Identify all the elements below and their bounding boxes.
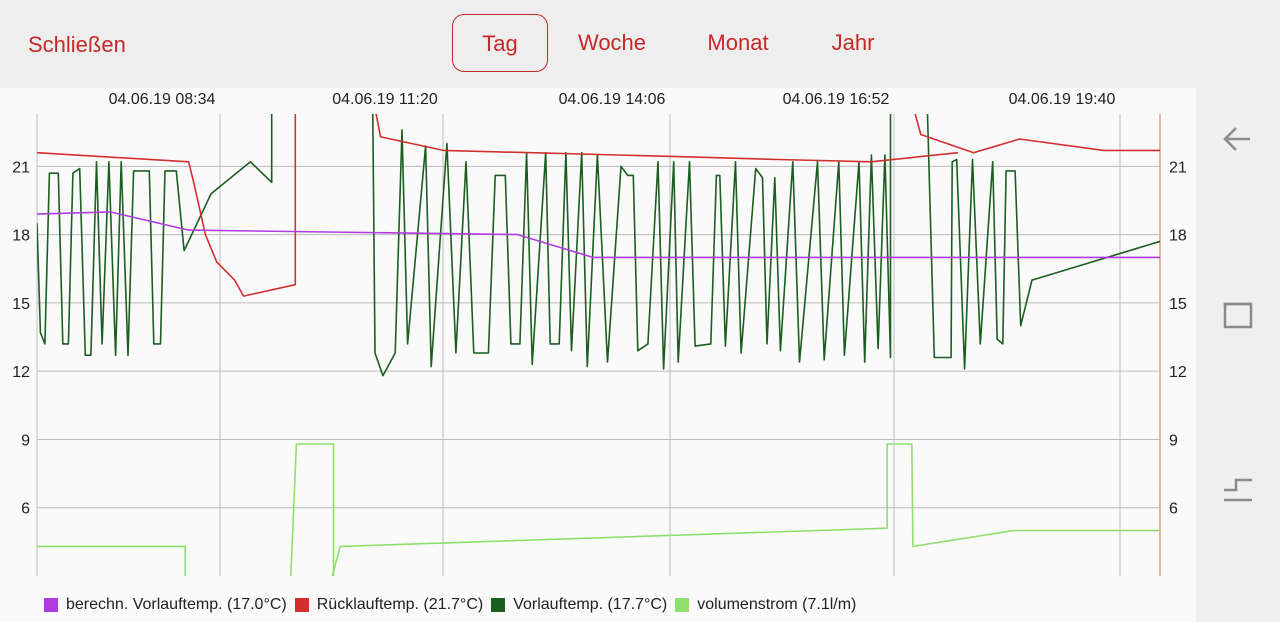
chart-legend: berechn. Vorlauftemp. (17.0°C) Rücklauft… <box>44 594 864 616</box>
series-vorlauf-line <box>926 114 1160 370</box>
y-tick-label-left: 6 <box>21 501 30 518</box>
legend-swatch-vorlauf <box>491 598 506 612</box>
recent-apps-icon <box>1223 302 1253 329</box>
legend-item-vorlauf: Vorlauftemp. (17.7°C) <box>491 596 667 614</box>
system-nav-bar <box>1196 0 1280 622</box>
y-tick-label-right: 18 <box>1169 228 1187 245</box>
legend-label-volumen: volumenstrom (7.1l/m) <box>697 596 857 613</box>
legend-item-ruecklauf: Rücklauftemp. (21.7°C) <box>294 596 484 614</box>
series-vorlauf-line <box>372 114 892 377</box>
series-ruecklauf-line <box>37 114 297 297</box>
back-icon <box>1223 127 1250 151</box>
legend-label-vorlauf: Vorlauftemp. (17.7°C) <box>513 596 668 613</box>
y-tick-label-right: 6 <box>1169 501 1178 518</box>
y-tick-label-right: 21 <box>1169 159 1187 176</box>
legend-label-calc: berechn. Vorlauftemp. (17.0°C) <box>66 596 287 613</box>
y-tick-label-left: 21 <box>12 159 30 176</box>
x-tick-label: 04.06.19 08:34 <box>109 91 216 108</box>
legend-swatch-calc <box>44 598 58 612</box>
legend-item-volumen: volumenstrom (7.1l/m) <box>675 596 856 614</box>
series-volumen-line <box>37 545 186 576</box>
y-tick-label-right: 12 <box>1169 364 1187 381</box>
close-button[interactable]: Schließen <box>28 32 126 57</box>
y-tick-label-left: 9 <box>21 432 30 449</box>
tab-month[interactable]: Monat <box>707 30 769 55</box>
series-calc-line <box>37 211 1160 259</box>
series-vorlauf-line <box>37 114 273 356</box>
temperature-chart[interactable]: 6 6 9 9 12 12 15 15 18 18 21 21 04.06.19 08:34 04.06.… <box>0 88 1196 593</box>
series-volumen-line <box>331 443 1160 576</box>
y-tick-label-right: 15 <box>1169 296 1187 313</box>
legend-label-ruecklauf: Rücklauftemp. (21.7°C) <box>316 596 484 613</box>
tab-week[interactable]: Woche <box>577 30 647 55</box>
tab-day[interactable]: Tag <box>452 14 548 72</box>
series-ruecklauf-line <box>375 114 958 163</box>
y-tick-label-left: 18 <box>12 228 30 245</box>
series-ruecklauf-line <box>914 114 1160 154</box>
tab-year[interactable]: Jahr <box>831 30 875 55</box>
x-tick-label: 04.06.19 16:52 <box>783 91 890 108</box>
legend-item-calc: berechn. Vorlauftemp. (17.0°C) <box>44 596 287 614</box>
legend-swatch-ruecklauf <box>294 598 309 612</box>
top-bar: Schließen Tag Woche Monat Jahr <box>0 0 1196 88</box>
x-tick-label: 04.06.19 19:40 <box>1009 91 1116 108</box>
series-volumen-line <box>290 443 335 576</box>
x-tick-label: 04.06.19 14:06 <box>559 91 666 108</box>
y-tick-label-left: 12 <box>12 364 30 381</box>
legend-swatch-volumen <box>675 598 690 612</box>
home-button[interactable] <box>1216 468 1260 512</box>
x-tick-label: 04.06.19 11:20 <box>332 91 438 108</box>
back-button[interactable] <box>1216 117 1260 161</box>
home-icon <box>1224 478 1252 502</box>
recent-apps-button[interactable] <box>1216 292 1260 336</box>
y-tick-label-left: 15 <box>12 296 30 313</box>
y-tick-label-right: 9 <box>1169 432 1178 449</box>
